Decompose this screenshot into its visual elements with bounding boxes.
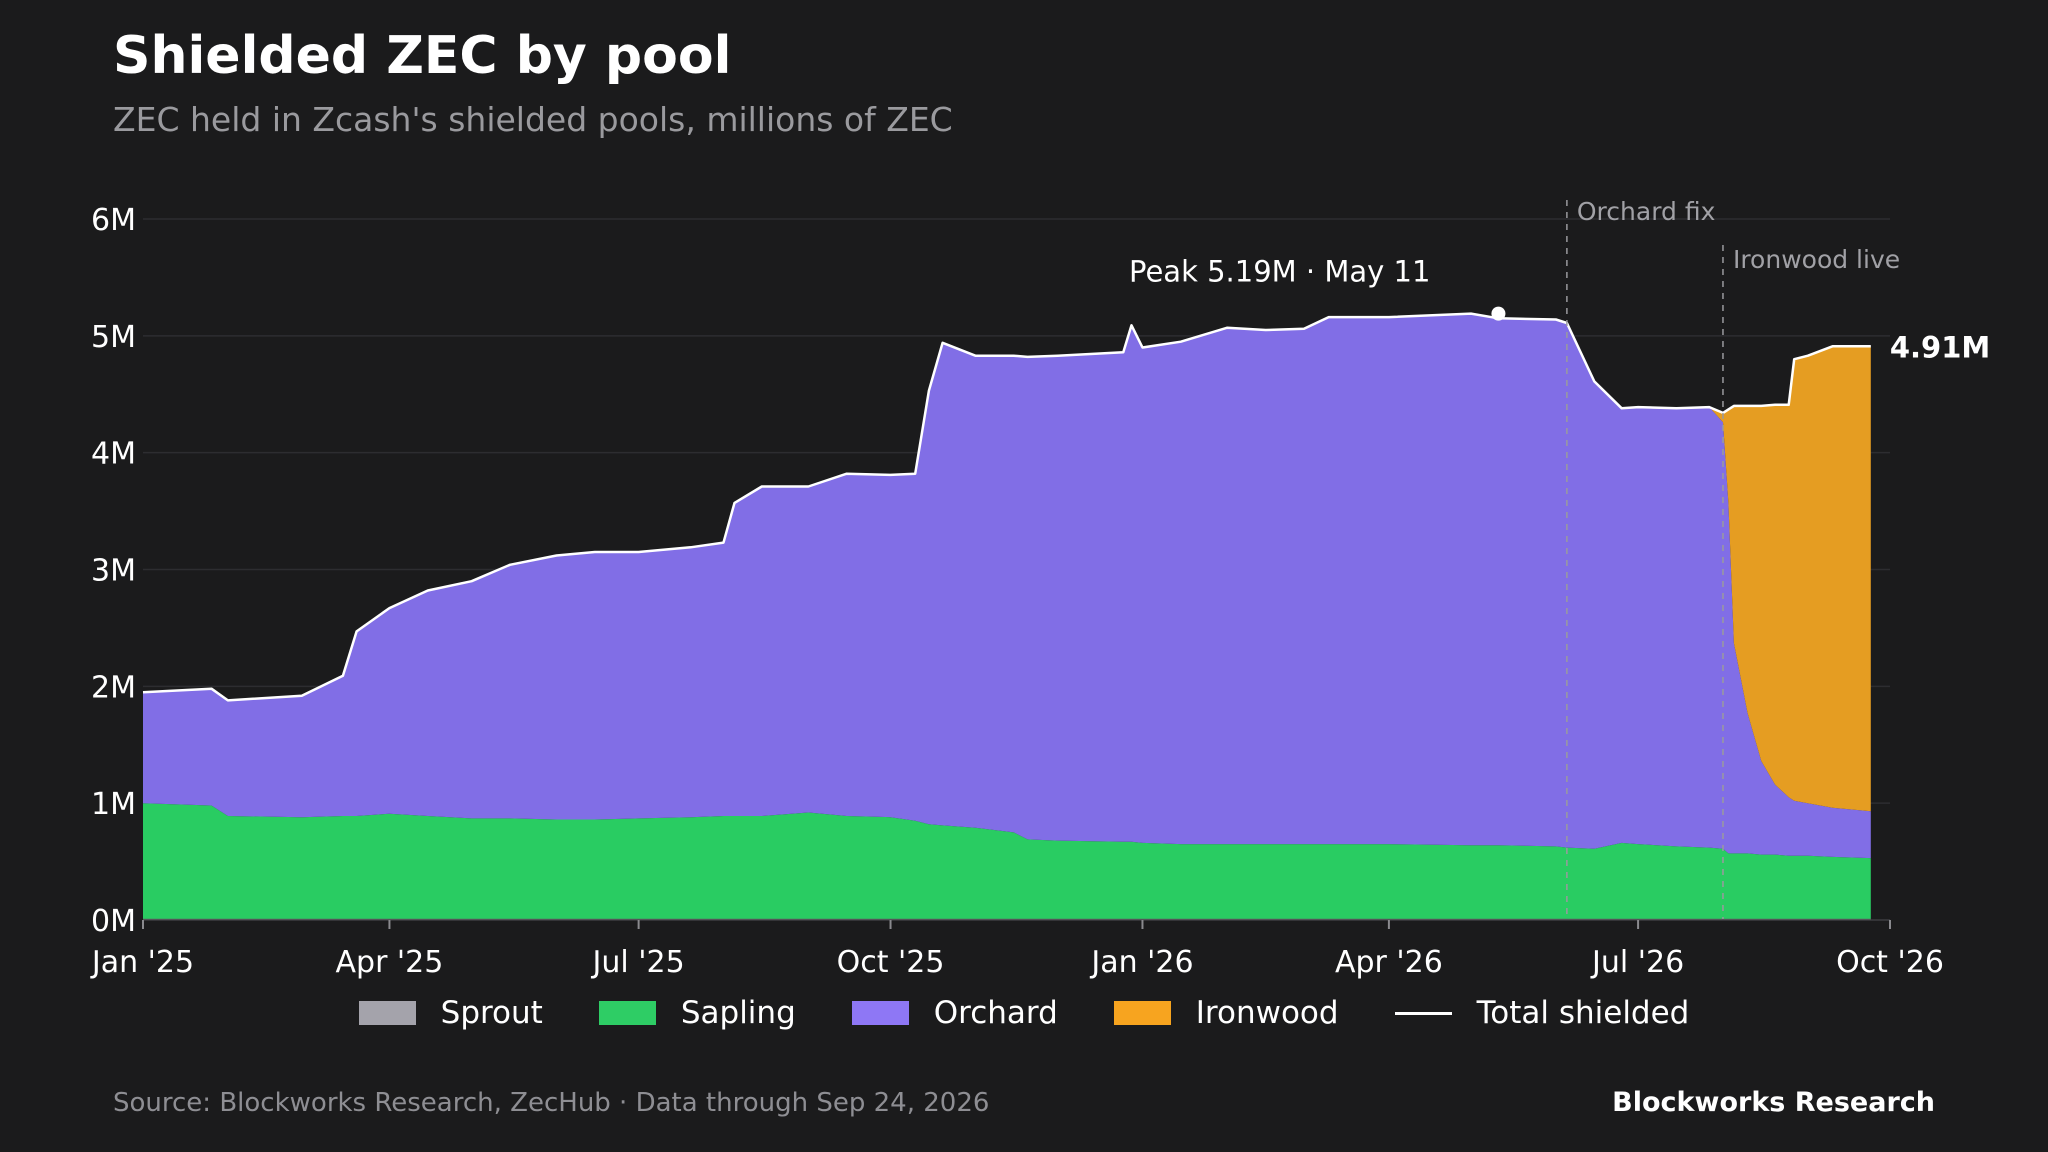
legend-item-ironwood: Ironwood [1113,995,1339,1031]
annotations: Orchard fix Ironwood live Peak 5.19M · May… [1129,197,1990,920]
y-tick-label: 5M [91,320,136,355]
legend-item-total-shielded: Total shielded [1394,995,1690,1031]
event-label: Orchard fix [1577,197,1716,226]
x-tick-label: Oct '25 [837,945,945,980]
peak-label: Peak 5.19M · May 11 [1129,255,1430,289]
y-tick-label: 4M [91,437,136,472]
chart-subtitle: ZEC held in Zcash's shielded pools, mill… [113,100,953,139]
legend-label: Sapling [680,995,796,1031]
x-tick-label: Jan '25 [90,945,194,980]
y-tick-label: 3M [91,554,136,589]
legend-swatch [1113,1001,1171,1025]
legend-swatch [598,1001,656,1025]
end-value-label: 4.91M [1890,330,1990,364]
x-tick-label: Jul '25 [591,945,685,980]
x-tick-label: Oct '26 [1836,945,1944,980]
total-line-group [142,312,1871,702]
x-tick-label: Apr '26 [1335,945,1443,980]
y-axis: 0M 1M 2M 3M 4M 5M 6M [91,203,136,939]
legend-swatch [358,1001,416,1025]
y-tick-label: 1M [91,787,136,822]
legend-label: Total shielded [1476,995,1690,1031]
x-tick-label: Jan '26 [1089,945,1193,980]
legend-label: Ironwood [1195,995,1339,1031]
area-sapling [143,803,1871,919]
legend-label: Orchard [933,995,1058,1031]
stacked-areas [143,313,1871,920]
x-axis: Jan '25 Apr '25 Jul '25 Oct '25 Jan '26 Apr '… [90,919,1944,980]
legend: Sprout Sapling Orchard Ironwood Total shield… [0,995,2048,1031]
legend-swatch [851,1001,909,1025]
total-shielded-line [142,312,1871,702]
x-tick-label: Apr '25 [336,945,444,980]
legend-label: Sprout [440,995,543,1031]
x-tick-label: Jul '26 [1590,945,1684,980]
y-tick-label: 6M [91,203,136,238]
y-tick-label: 0M [91,904,136,939]
footer-source: Source: Blockworks Research, ZecHub · Da… [113,1088,990,1118]
legend-item-orchard: Orchard [851,995,1058,1031]
event-label: Ironwood live [1733,245,1900,274]
legend-swatch [1394,1011,1452,1015]
legend-item-sprout: Sprout [358,995,543,1031]
footer-brand: Blockworks Research [1612,1087,1935,1118]
peak-marker [1491,306,1506,321]
chart-title: Shielded ZEC by pool [113,26,732,86]
legend-item-sapling: Sapling [598,995,796,1031]
area-orchard [143,313,1871,859]
y-tick-label: 2M [91,670,136,705]
